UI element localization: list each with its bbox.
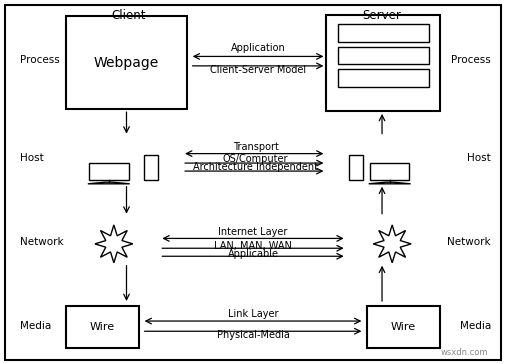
Text: Transport: Transport [232,142,278,152]
Text: LAN, MAN, WAN: LAN, MAN, WAN [214,241,291,251]
FancyBboxPatch shape [337,69,428,87]
Text: Application: Application [230,43,285,53]
Text: Link Layer: Link Layer [227,309,278,319]
FancyBboxPatch shape [5,5,500,360]
Polygon shape [88,182,129,184]
Text: Process: Process [20,55,60,65]
FancyBboxPatch shape [337,47,428,64]
Text: wsxdn.com: wsxdn.com [440,348,487,357]
Text: Host: Host [20,153,44,163]
FancyBboxPatch shape [66,306,139,348]
FancyBboxPatch shape [66,16,187,109]
Text: Internet Layer: Internet Layer [218,226,287,237]
Polygon shape [95,225,132,263]
Text: Webpage: Webpage [94,56,159,70]
Text: Physical-Media: Physical-Media [216,330,289,340]
Text: OS/Computer: OS/Computer [222,154,288,164]
Text: Media: Media [20,321,52,331]
Text: Network: Network [20,237,64,247]
Text: Applicable: Applicable [227,249,278,259]
FancyBboxPatch shape [144,155,158,180]
FancyBboxPatch shape [366,306,439,348]
Text: Host: Host [466,153,490,163]
Polygon shape [373,225,410,263]
Text: Media: Media [459,321,490,331]
Text: Network: Network [446,237,490,247]
FancyBboxPatch shape [348,155,363,180]
Text: Client: Client [112,9,146,22]
FancyBboxPatch shape [337,24,428,42]
FancyBboxPatch shape [369,163,409,180]
Text: Process: Process [450,55,490,65]
Text: Wire: Wire [90,322,115,332]
FancyBboxPatch shape [326,15,439,111]
Text: Client-Server Model: Client-Server Model [210,65,306,75]
Text: Server: Server [362,9,400,22]
FancyBboxPatch shape [89,163,128,180]
Polygon shape [368,182,410,184]
Text: Architecture Independent: Architecture Independent [192,162,318,173]
Text: Wire: Wire [390,322,415,332]
